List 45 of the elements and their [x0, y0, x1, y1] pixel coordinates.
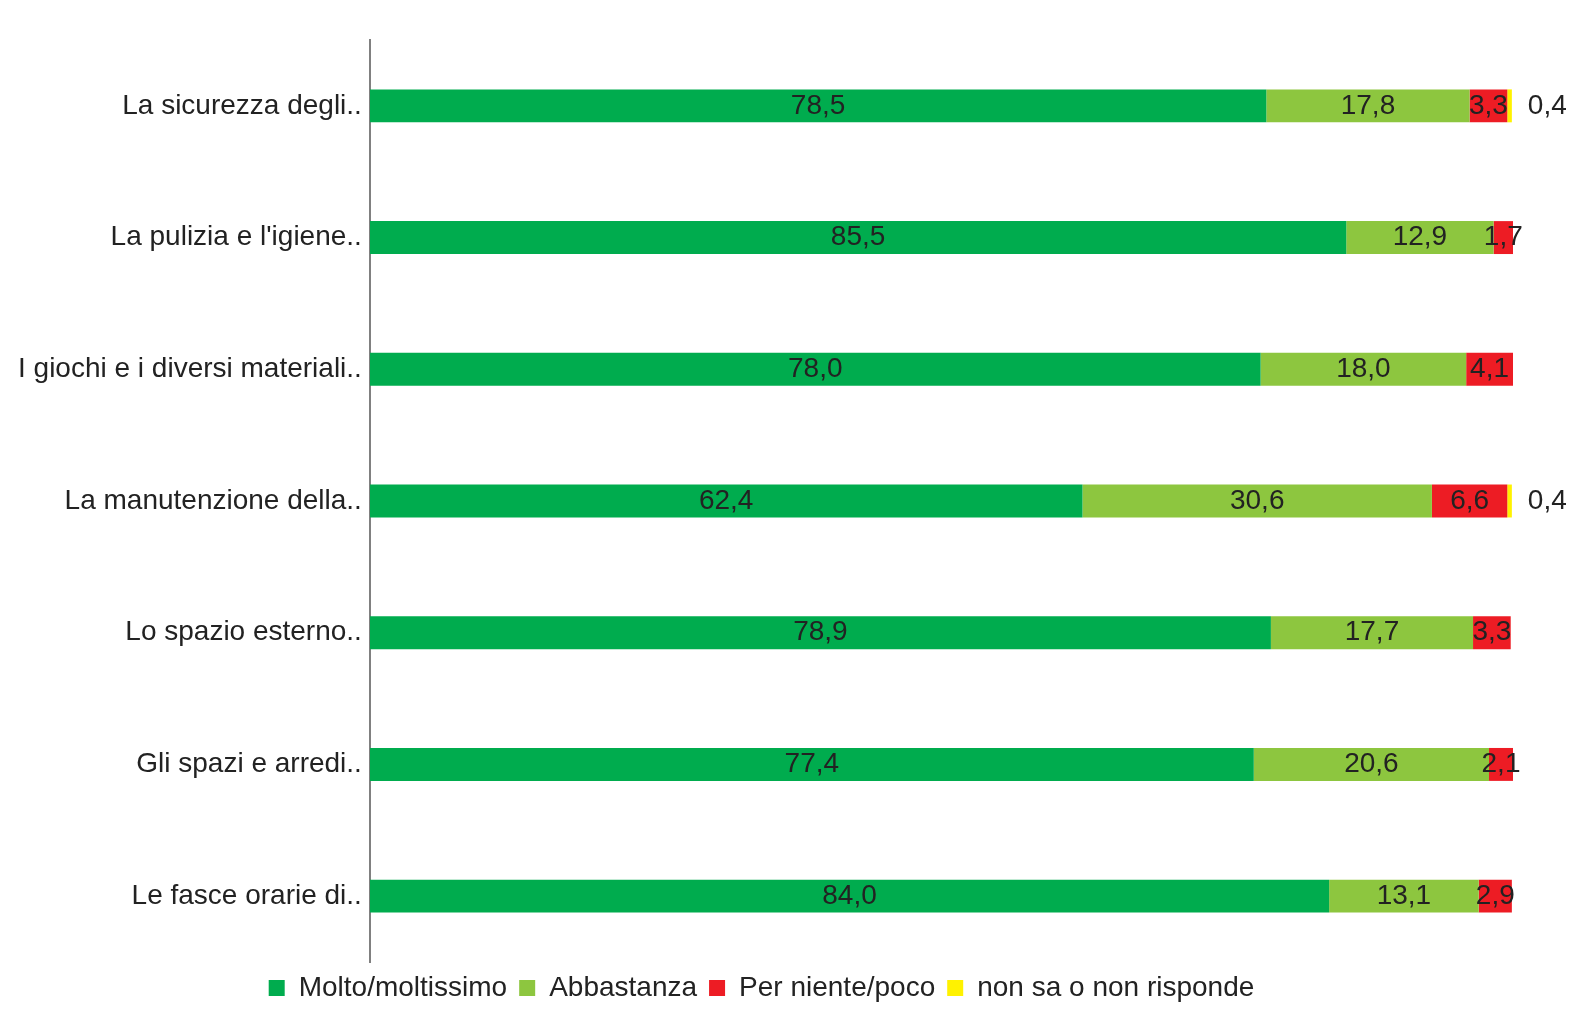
bar: [1266, 89, 1470, 123]
data-label: 6,6: [1450, 483, 1490, 515]
bar: [369, 616, 1271, 650]
data-label: 62,4: [698, 483, 754, 515]
data-label: 84,0: [822, 878, 877, 910]
bar: [369, 352, 1261, 386]
data-label: 78,0: [788, 352, 843, 383]
data-label: 13,1: [1376, 878, 1432, 910]
data-label: 77,4: [784, 747, 840, 779]
y-tick-label: La pulizia e l'igiene..: [110, 220, 362, 252]
bar: [1329, 879, 1479, 913]
data-label: 3,3: [1472, 615, 1512, 647]
y-tick-label: I giochi e i diversi materiali..: [18, 352, 362, 383]
bar: [1260, 352, 1467, 386]
data-label: 17,8: [1340, 88, 1396, 120]
legend-label: Molto/moltissimo: [298, 970, 508, 1002]
data-label: 12,9: [1392, 220, 1448, 252]
bar: [1507, 484, 1512, 518]
data-label: 78,5: [790, 88, 846, 120]
legend-label: Abbastanza: [549, 970, 698, 1002]
data-label: 4,1: [1470, 352, 1510, 383]
data-label: 3,3: [1468, 88, 1508, 120]
y-tick-label: Gli spazi e arredi..: [136, 747, 362, 779]
bar: [1507, 89, 1512, 123]
data-label: 18,0: [1336, 352, 1391, 383]
bar: [369, 484, 1083, 518]
bar: [369, 747, 1254, 781]
data-label: 30,6: [1229, 483, 1285, 515]
y-tick-label: Le fasce orarie di..: [131, 878, 362, 910]
bar: [1270, 616, 1474, 650]
bar: [369, 89, 1267, 123]
data-label: 0,4: [1527, 88, 1567, 120]
data-label: 78,9: [793, 615, 848, 647]
bar: [1082, 484, 1432, 518]
legend-label: Per niente/poco: [739, 970, 936, 1002]
data-label: 0,4: [1527, 483, 1567, 515]
y-tick-label: Lo spazio esterno..: [125, 615, 362, 647]
bar: [369, 221, 1347, 255]
data-label: 85,5: [830, 220, 886, 252]
data-label: 17,7: [1344, 615, 1400, 647]
bar: [369, 879, 1330, 913]
data-label: 20,6: [1344, 747, 1399, 779]
legend-label: non sa o non risponde: [977, 970, 1255, 1002]
y-tick-label: La sicurezza degli..: [122, 88, 362, 120]
y-tick-label: La manutenzione della..: [64, 483, 362, 515]
